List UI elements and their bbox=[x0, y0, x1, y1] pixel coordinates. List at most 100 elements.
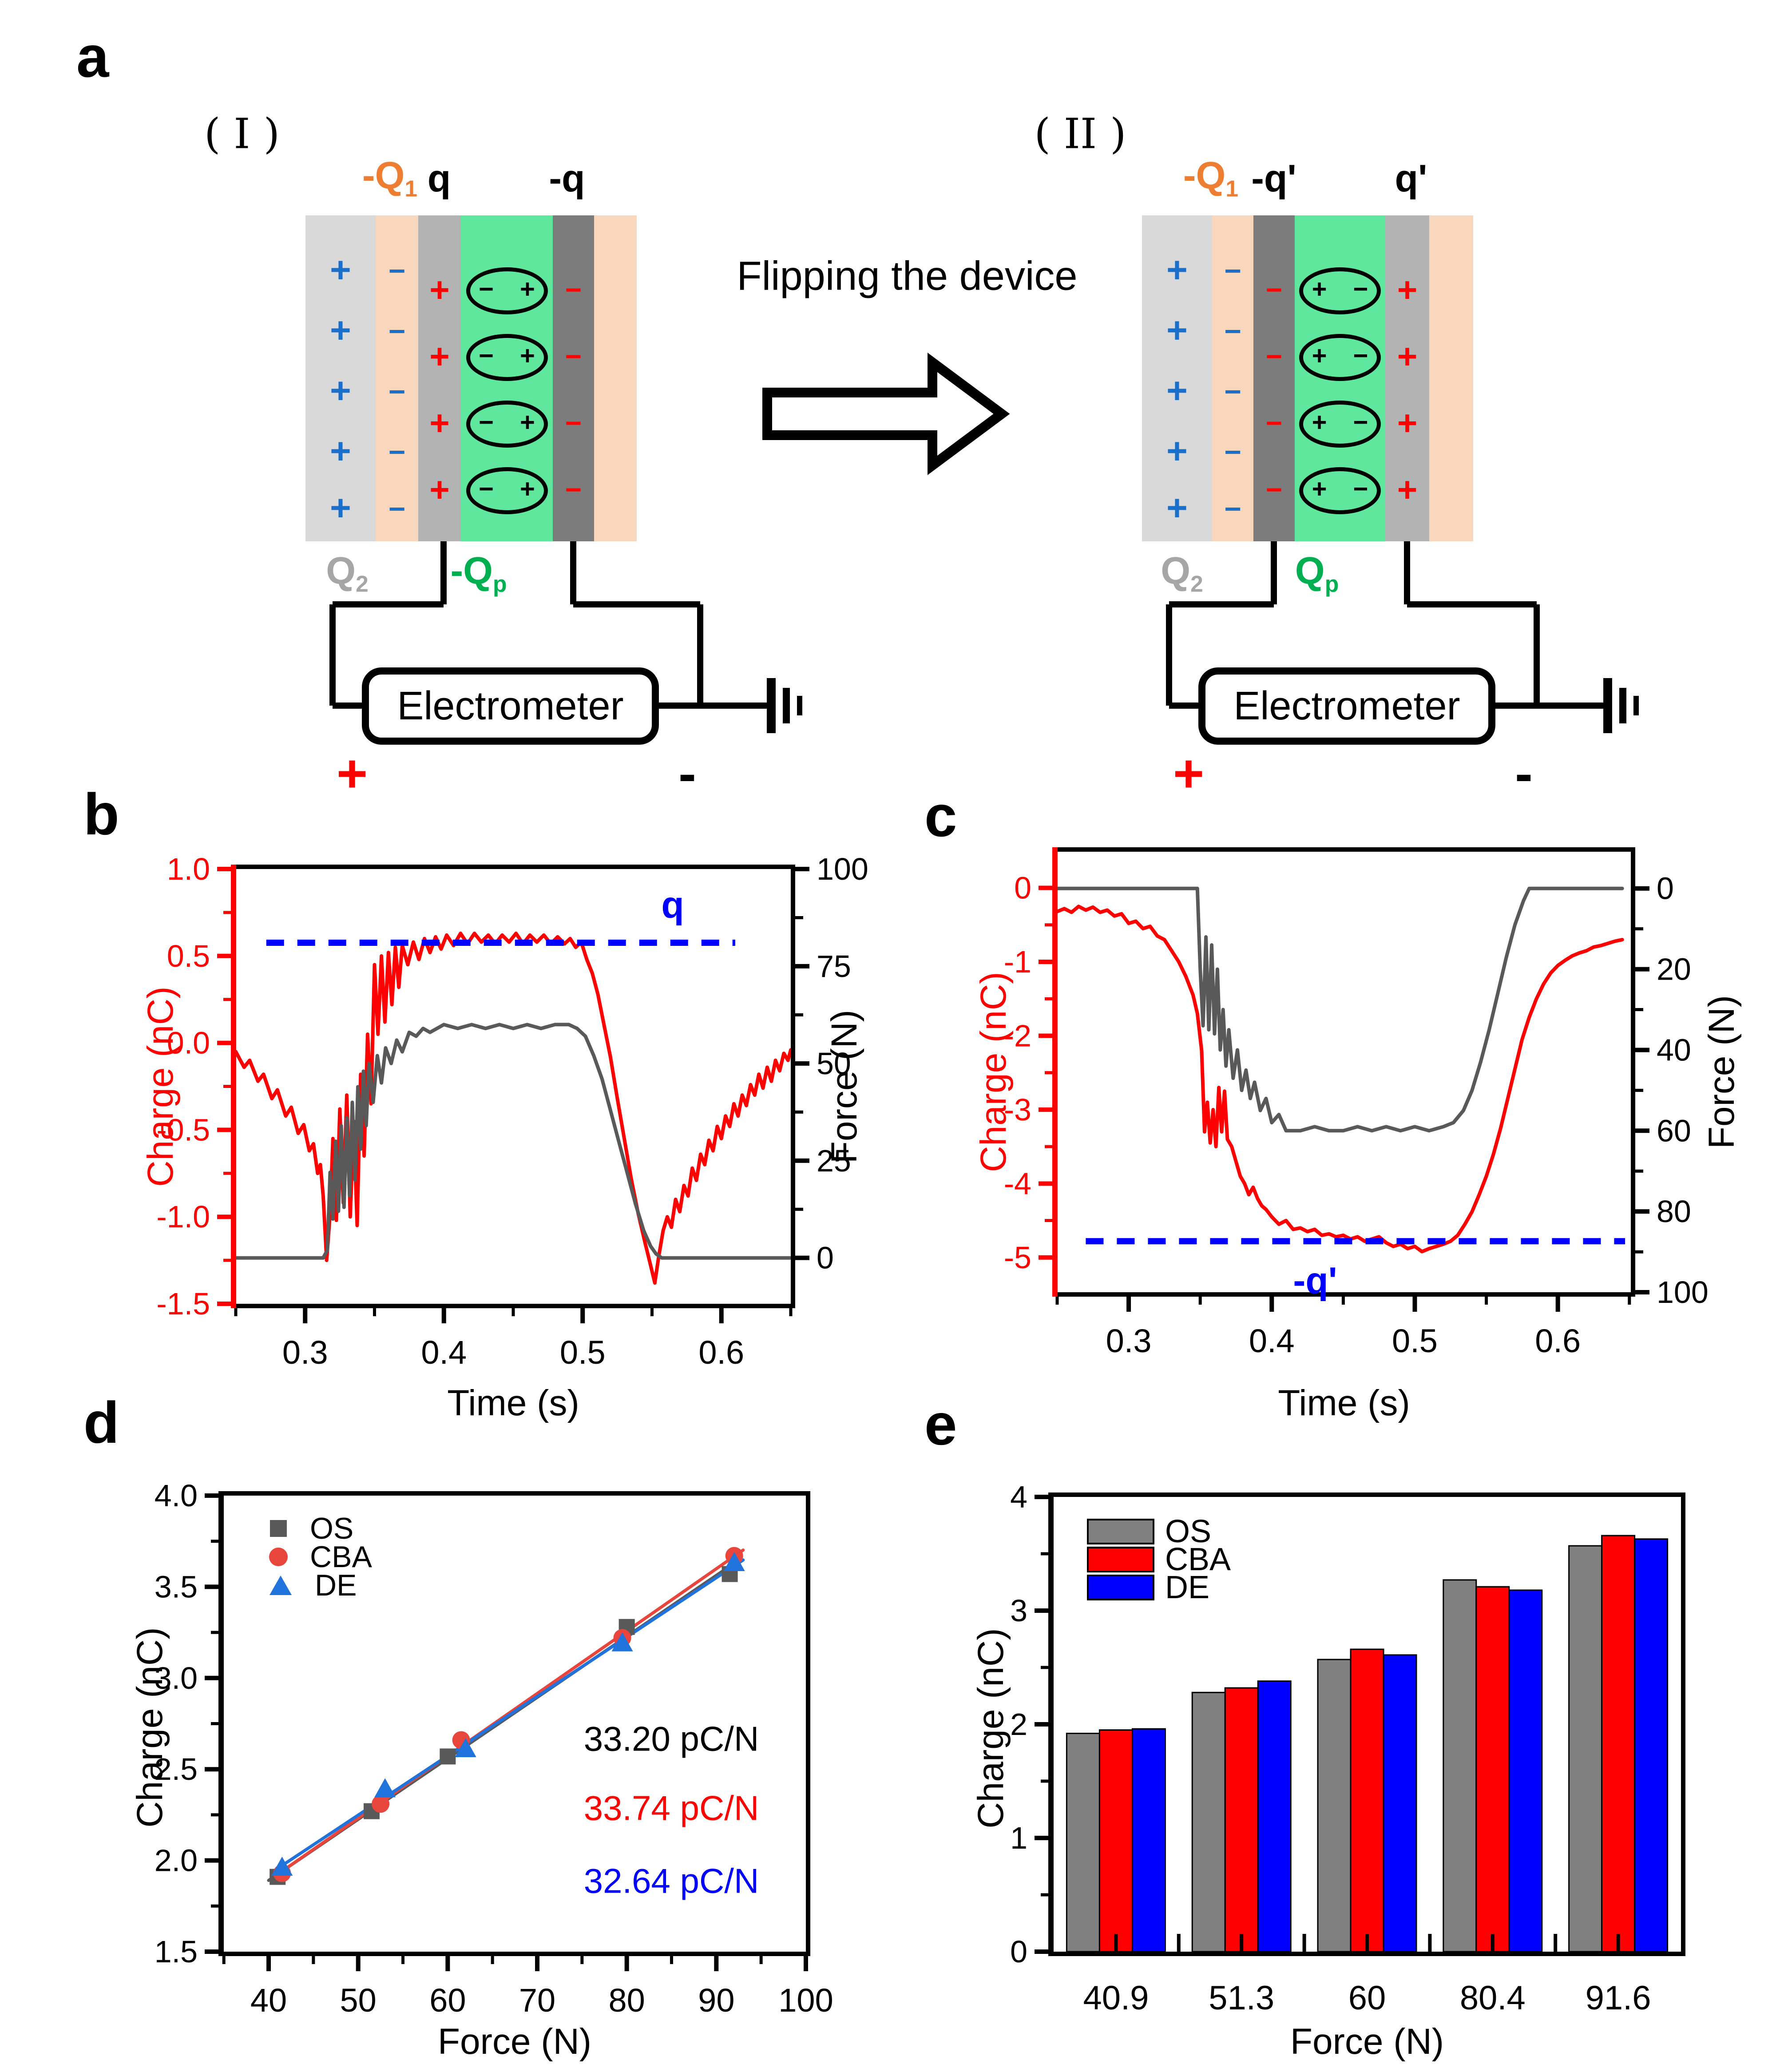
category-label: 40.9 bbox=[1083, 1979, 1149, 2017]
dipole-sign-right: − bbox=[1353, 408, 1368, 437]
label-sub: 2 bbox=[1190, 571, 1203, 597]
flip-arrow-icon bbox=[762, 353, 1010, 475]
charge-symbol: + bbox=[1397, 469, 1418, 509]
label-main: Q bbox=[326, 549, 356, 592]
charge-symbol: + bbox=[429, 270, 450, 309]
c-y-left-title: Charge (nC) bbox=[973, 972, 1014, 1172]
flip-device-caption: Flipping the device bbox=[737, 253, 1078, 299]
device-bottom-label-left-0: Q2 bbox=[326, 552, 369, 596]
charge-symbol: − bbox=[388, 375, 406, 408]
y-tick-label: 0 bbox=[817, 1241, 834, 1275]
device-top-label-right-1: -q' bbox=[1251, 159, 1296, 198]
device-layer-right-0 bbox=[1142, 215, 1212, 541]
cba-bar bbox=[1601, 1535, 1636, 1953]
charge-symbol: + bbox=[1166, 310, 1188, 351]
label-main: -Q bbox=[1183, 154, 1226, 197]
y-tick-label: 4 bbox=[1010, 1480, 1027, 1514]
x-tick-label: 60 bbox=[429, 1982, 466, 2019]
e-legend-label-cba: CBA bbox=[1165, 1542, 1231, 1577]
charge-symbol: − bbox=[388, 254, 406, 287]
category-label: 60 bbox=[1348, 1979, 1386, 2017]
d-slope-de: 32.64 pC/N bbox=[583, 1861, 759, 1901]
dipole-sign-right: + bbox=[520, 341, 535, 370]
e-legend-row-cba: CBA bbox=[1087, 1541, 1231, 1578]
os-bar bbox=[1317, 1659, 1352, 1953]
x-tick-label: 0.4 bbox=[1249, 1322, 1295, 1359]
dipole-ellipse: − + bbox=[466, 334, 548, 381]
label-main: Q bbox=[1295, 549, 1325, 592]
os-bar bbox=[1443, 1579, 1477, 1953]
y-tick-label: -3 bbox=[1004, 1092, 1031, 1127]
x-tick-label: 0.3 bbox=[282, 1334, 328, 1371]
device-bottom-label-right-0: Q2 bbox=[1161, 552, 1203, 596]
e-legend-row-os: OS bbox=[1087, 1513, 1211, 1550]
charge-symbol: + bbox=[1166, 250, 1188, 290]
charge-curve bbox=[1055, 905, 1624, 1254]
category-label: 91.6 bbox=[1586, 1979, 1651, 2017]
e-legend-label-os: OS bbox=[1165, 1514, 1212, 1549]
device-layer-left-4 bbox=[553, 215, 594, 541]
de-bar bbox=[1383, 1654, 1417, 1953]
b-x-title: Time (s) bbox=[447, 1383, 579, 1423]
y-tick-label: 0 bbox=[1014, 871, 1031, 905]
y-tick-label: 60 bbox=[1657, 1113, 1691, 1148]
d-legend-row-os: OS bbox=[270, 1512, 353, 1545]
dipole-ellipse: − + bbox=[466, 401, 548, 448]
y-tick-label: 20 bbox=[1657, 952, 1691, 987]
electrometer-label: Electrometer bbox=[397, 683, 624, 728]
state-label-II: ( II ) bbox=[1034, 110, 1126, 159]
label-sub: p bbox=[1324, 571, 1339, 597]
cba-bar bbox=[1098, 1729, 1133, 1953]
force-curve bbox=[234, 1023, 793, 1260]
dipole-ellipse: + − bbox=[1299, 334, 1381, 381]
device-layer-left-2 bbox=[418, 215, 461, 541]
y-tick-label: 25 bbox=[817, 1143, 851, 1178]
charge-symbol: + bbox=[1397, 270, 1418, 309]
d-legend-label-os: OS bbox=[310, 1512, 354, 1545]
b-y-right-title: Force (N) bbox=[824, 1009, 864, 1164]
panel-d-letter: d bbox=[83, 1390, 119, 1455]
x-tick-label: 0.5 bbox=[560, 1334, 606, 1371]
y-tick-label: 0.0 bbox=[167, 1026, 210, 1060]
device-top-label-left-1: q bbox=[428, 159, 451, 198]
charge-symbol: + bbox=[330, 488, 351, 528]
d-legend-label-cba: CBA bbox=[310, 1540, 372, 1574]
charge-symbol: + bbox=[429, 469, 450, 509]
label-main: q bbox=[427, 157, 451, 200]
electrometer-box-left: Electrometer bbox=[362, 667, 659, 745]
x-tick-label: 90 bbox=[698, 1982, 734, 2019]
device-layer-left-1 bbox=[376, 215, 418, 541]
y-tick-label: -5 bbox=[1004, 1240, 1031, 1275]
charge-symbol: + bbox=[1166, 370, 1188, 411]
cba-fit-line bbox=[271, 1548, 745, 1879]
electrometer-box-right: Electrometer bbox=[1198, 667, 1495, 745]
device-top-label-left-2: -q bbox=[549, 159, 585, 198]
b-y-left-title: Charge (nC) bbox=[140, 986, 181, 1187]
d-x-title: Force (N) bbox=[437, 2021, 592, 2062]
panel-b-letter: b bbox=[83, 782, 119, 847]
x-tick-label: 70 bbox=[519, 1982, 555, 2019]
de-data-marker bbox=[374, 1778, 396, 1798]
charge-symbol: − bbox=[1265, 407, 1283, 439]
de-data-marker bbox=[611, 1632, 633, 1651]
y-tick-label: 2.0 bbox=[155, 1843, 198, 1878]
force-curve bbox=[1055, 886, 1624, 1133]
charge-symbol: + bbox=[429, 403, 450, 442]
device-layer-right-4 bbox=[1385, 215, 1429, 541]
device-bottom-label-right-1: Qp bbox=[1295, 552, 1339, 596]
c-q-annotation: -q' bbox=[1293, 1259, 1337, 1302]
d-legend-row-cba: CBA bbox=[269, 1540, 372, 1574]
charge-symbol: + bbox=[1397, 403, 1418, 442]
y-tick-label: 3.0 bbox=[155, 1661, 198, 1695]
charge-symbol: − bbox=[1224, 314, 1241, 348]
y-tick-label: -2 bbox=[1004, 1018, 1031, 1053]
y-tick-label: 1.5 bbox=[155, 1934, 198, 1969]
x-tick-label: 0.5 bbox=[1392, 1322, 1438, 1359]
dipole-ellipse: − + bbox=[466, 267, 548, 314]
de-bar bbox=[1634, 1538, 1669, 1953]
device-layer-right-1 bbox=[1212, 215, 1253, 541]
y-tick-label: 50 bbox=[817, 1046, 851, 1081]
device-layer-left-0 bbox=[305, 215, 376, 541]
dipole-sign-right: + bbox=[520, 274, 535, 304]
y-tick-label: 75 bbox=[817, 949, 851, 984]
